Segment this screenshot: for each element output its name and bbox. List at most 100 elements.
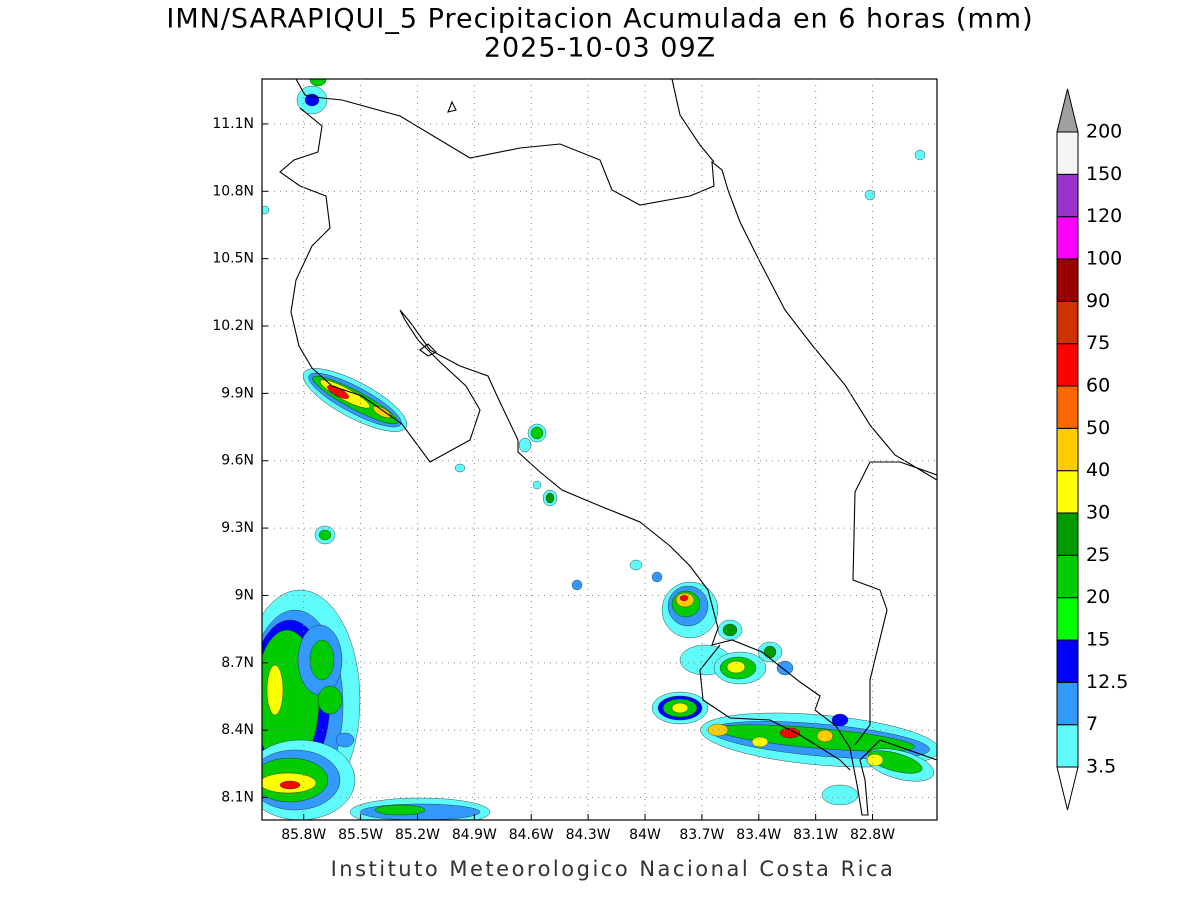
colorbar-band: [1056, 216, 1079, 260]
colorbar-label: 15: [1086, 629, 1110, 651]
colorbar-band: [1056, 300, 1079, 345]
precip-cell: [530, 426, 544, 440]
colorbar-band: [1056, 131, 1079, 175]
colorbar-band: [1056, 681, 1079, 726]
precip-cell: [679, 594, 689, 602]
colorbar-label: 150: [1086, 163, 1122, 185]
coastline: [279, 107, 937, 816]
colorbar-band: [1056, 639, 1079, 683]
colorbar-band: [1056, 554, 1079, 599]
colorbar-label: 3.5: [1086, 756, 1116, 778]
coastline: [295, 79, 729, 206]
y-tick-label: 9.9N: [221, 385, 254, 401]
precip-cell: [279, 780, 301, 790]
x-tick-label: 84.6W: [509, 827, 554, 843]
colorbar-band: [1056, 724, 1079, 768]
island: [419, 343, 437, 357]
precip-cell: [671, 702, 689, 714]
colorbar-band: [1056, 343, 1079, 387]
y-tick-label: 9.6N: [221, 453, 254, 469]
x-tick-label: 84.3W: [566, 827, 611, 843]
title: IMN/SARAPIQUI_5 Precipitacion Acumulada …: [166, 4, 1033, 35]
x-tick-label: 82.8W: [850, 827, 895, 843]
colorbar-label: 40: [1086, 459, 1110, 481]
precip-cell: [831, 713, 849, 727]
precip-cell: [571, 579, 583, 591]
colorbar-label: 100: [1086, 248, 1122, 270]
colorbar-over: [1056, 88, 1079, 133]
y-tick-label: 9N: [235, 587, 254, 603]
colorbar-under: [1056, 766, 1079, 811]
y-tick-label: 8.1N: [221, 790, 254, 806]
x-tick-label: 85.8W: [281, 827, 326, 843]
colorbar-band: [1056, 385, 1079, 429]
precip-cell: [532, 480, 542, 490]
precip-cell: [266, 664, 284, 716]
precip-cell: [866, 753, 884, 767]
y-tick-label: 10.8N: [212, 183, 254, 199]
precip-cell: [262, 205, 270, 215]
precip-cell: [309, 79, 327, 87]
x-tick-label: 85.2W: [395, 827, 440, 843]
colorbar-label: 12.5: [1086, 671, 1128, 693]
colorbar-label: 200: [1086, 121, 1122, 143]
precip-cell: [722, 623, 738, 637]
x-tick-label: 83.1W: [793, 827, 838, 843]
precip-cell: [317, 685, 343, 715]
precip-cell: [816, 729, 834, 743]
colorbar-label: 75: [1086, 332, 1110, 354]
y-tick-label: 9.3N: [221, 520, 254, 536]
colorbar-band: [1056, 427, 1079, 472]
precip-cell: [335, 732, 355, 748]
precip-field: [262, 79, 937, 820]
precip-cell: [651, 571, 663, 583]
coastline: [671, 79, 715, 163]
precip-cell: [751, 736, 769, 748]
precip-cell: [726, 660, 746, 674]
colorbar-label: 60: [1086, 375, 1110, 397]
precip-cell: [545, 492, 555, 504]
coastlines: [279, 79, 937, 816]
map-frame: [261, 78, 938, 821]
colorbar-label: 90: [1086, 290, 1110, 312]
precip-cell: [518, 437, 532, 453]
precip-cell: [318, 529, 332, 541]
colorbar-band: [1056, 597, 1079, 641]
subtitle: 2025-10-03 09Z: [484, 33, 716, 64]
y-tick-label: 10.2N: [212, 318, 254, 334]
y-tick-label: 10.5N: [212, 251, 254, 267]
colorbar-label: 25: [1086, 544, 1110, 566]
colorbar-label: 20: [1086, 586, 1110, 608]
precip-cell: [914, 149, 926, 161]
colorbar-band: [1056, 173, 1079, 218]
coastline: [727, 189, 937, 481]
y-tick-label: 8.4N: [221, 722, 254, 738]
border: [852, 461, 937, 746]
precip-cell: [309, 639, 335, 681]
precip-cell: [864, 189, 876, 201]
colorbar-band: [1056, 258, 1079, 302]
border: [699, 644, 851, 771]
colorbar: 3.5 7 12.5 15 20 25 30 40 50 60 75 90 100 120 150 200: [1056, 88, 1128, 811]
precip-cell: [374, 804, 426, 816]
colorbar-label: 30: [1086, 502, 1110, 524]
precip-cell: [454, 463, 466, 473]
x-tick-label: 83.7W: [679, 827, 724, 843]
colorbar-label: 7: [1086, 713, 1098, 735]
x-tick-label: 83.4W: [736, 827, 781, 843]
footer: Instituto Meteorologico Nacional Costa R…: [331, 857, 896, 881]
island: [447, 100, 457, 113]
y-tick-label: 8.7N: [221, 655, 254, 671]
colorbar-label: 50: [1086, 417, 1110, 439]
x-tick-label: 85.5W: [338, 827, 383, 843]
x-tick-label: 84W: [629, 827, 661, 843]
colorbar-band: [1056, 512, 1079, 556]
y-tick-label: 11.1N: [212, 116, 254, 132]
precip-cell: [776, 660, 794, 676]
precip-cell: [629, 559, 643, 571]
colorbar-band: [1056, 470, 1079, 514]
precip-cell: [821, 784, 859, 806]
precip-cell: [763, 645, 777, 659]
colorbar-label: 120: [1086, 205, 1122, 227]
